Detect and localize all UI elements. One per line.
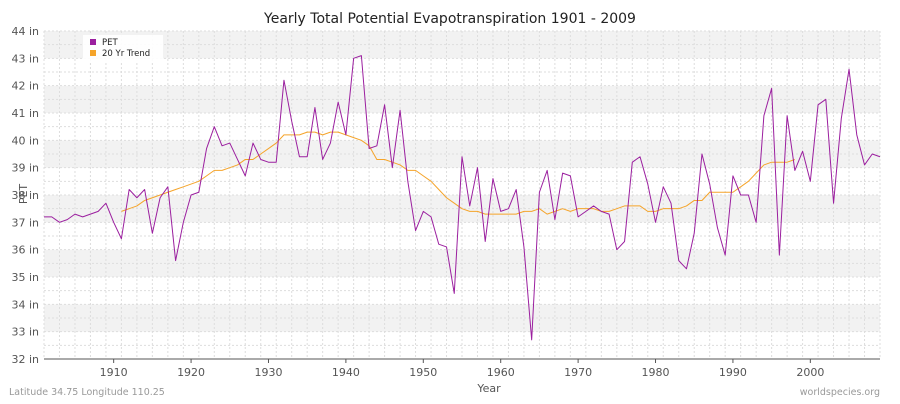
chart-title: Yearly Total Potential Evapotranspiratio… bbox=[263, 11, 636, 27]
x-tick-label: 1970 bbox=[564, 366, 592, 379]
legend-swatch-pet bbox=[90, 39, 96, 45]
legend: PET 20 Yr Trend bbox=[83, 35, 163, 62]
legend-swatch-trend bbox=[90, 50, 96, 56]
y-tick-label: 37 in bbox=[11, 216, 39, 229]
y-tick-label: 44 in bbox=[11, 25, 39, 38]
y-tick-label: 38 in bbox=[11, 189, 39, 202]
legend-label-pet: PET bbox=[102, 38, 118, 48]
legend-label-trend: 20 Yr Trend bbox=[102, 49, 150, 59]
y-tick-label: 42 in bbox=[11, 80, 39, 93]
series-layer bbox=[44, 55, 881, 341]
legend-box bbox=[83, 35, 163, 62]
y-tick-label: 43 in bbox=[11, 52, 39, 65]
x-axis-label: Year bbox=[476, 382, 501, 395]
y-tick-label: 34 in bbox=[11, 298, 39, 311]
x-tick-label: 1990 bbox=[719, 366, 747, 379]
x-axis-ticks: 1910 1920 1930 1940 1950 1960 1970 1980 1990 2000 bbox=[100, 359, 824, 379]
y-tick-label: 32 in bbox=[11, 353, 39, 366]
y-tick-label: 40 in bbox=[11, 134, 39, 147]
y-axis-ticks: 32 in 33 in 34 in 35 in 36 in 37 in 38 in 39 in… bbox=[11, 25, 39, 366]
x-tick-label: 1910 bbox=[100, 366, 128, 379]
x-tick-label: 1940 bbox=[332, 366, 360, 379]
x-tick-label: 1920 bbox=[177, 366, 205, 379]
y-tick-label: 35 in bbox=[11, 271, 39, 284]
y-tick-label: 41 in bbox=[11, 107, 39, 120]
x-tick-label: 1980 bbox=[642, 366, 670, 379]
series-line-pet bbox=[44, 55, 881, 341]
series-line-trend bbox=[121, 131, 796, 215]
y-tick-label: 33 in bbox=[11, 326, 39, 339]
y-tick-label: 36 in bbox=[11, 244, 39, 257]
x-tick-label: 1960 bbox=[487, 366, 515, 379]
x-tick-label: 1930 bbox=[254, 366, 282, 379]
footer-source: worldspecies.org bbox=[800, 387, 880, 398]
x-tick-label: 2000 bbox=[796, 366, 824, 379]
x-tick-label: 1950 bbox=[409, 366, 437, 379]
y-axis-label: PET bbox=[17, 184, 30, 205]
footer-coordinates: Latitude 34.75 Longitude 110.25 bbox=[9, 387, 165, 398]
y-tick-label: 39 in bbox=[11, 162, 39, 175]
